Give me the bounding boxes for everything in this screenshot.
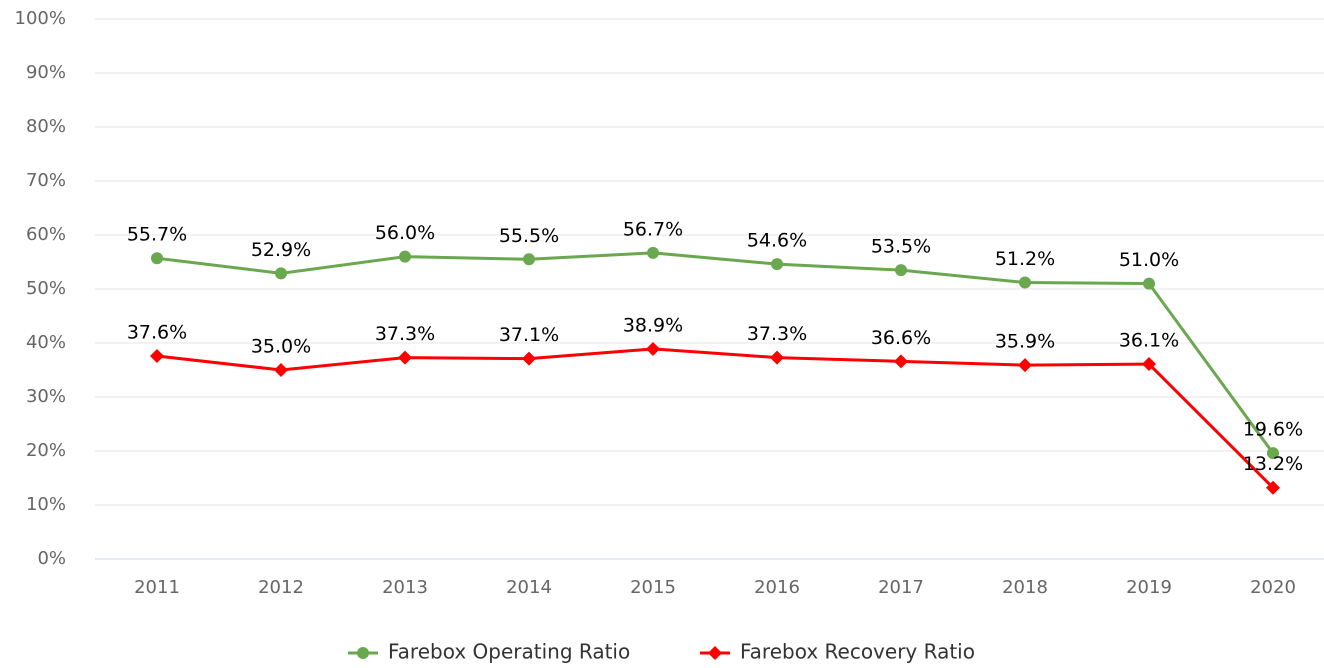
point [770, 350, 784, 365]
line [156, 251, 1275, 455]
x-tick-label: 2019 [1126, 577, 1172, 598]
x-tick-label: 2014 [506, 577, 552, 598]
legend-label: Farebox Recovery Ratio [740, 640, 975, 664]
data-label: 53.5% [871, 236, 931, 258]
y-tick-label: 70% [26, 170, 66, 191]
y-tick-label: 10% [26, 494, 66, 515]
point [274, 363, 288, 377]
point [647, 246, 659, 259]
data-label: 56.7% [623, 218, 683, 240]
point [357, 647, 369, 659]
point [150, 348, 164, 363]
x-tick-label: 2015 [630, 577, 676, 598]
point [1018, 358, 1032, 373]
y-tick-label: 90% [26, 62, 66, 83]
data-label: 36.6% [871, 327, 931, 349]
x-tick-label: 2017 [878, 577, 924, 598]
data-label: 37.1% [499, 324, 559, 346]
data-label: 35.0% [251, 336, 311, 358]
x-tick-label: 2013 [382, 577, 428, 598]
y-tick-label: 30% [26, 386, 66, 407]
data-label: 38.9% [623, 314, 683, 336]
data-label: 51.0% [1119, 249, 1179, 271]
point [1143, 277, 1155, 290]
y-tick-label: 0% [37, 548, 66, 569]
data-label: 52.9% [251, 239, 311, 261]
point [522, 351, 536, 366]
point [1266, 480, 1280, 495]
data-label: 51.2% [995, 248, 1055, 270]
y-tick-label: 80% [26, 116, 66, 137]
line [156, 347, 1275, 489]
x-tick-label: 2011 [134, 577, 180, 598]
y-tick-label: 100% [15, 8, 66, 29]
legend-label: Farebox Operating Ratio [388, 640, 630, 664]
point [398, 350, 412, 365]
y-tick-label: 50% [26, 278, 66, 299]
point [1142, 357, 1156, 372]
x-tick-label: 2020 [1250, 577, 1296, 598]
data-label: 55.5% [499, 225, 559, 247]
x-tick-label: 2018 [1002, 577, 1048, 598]
point [275, 267, 287, 280]
data-label: 19.6% [1243, 419, 1303, 441]
data-label: 56.0% [375, 222, 435, 244]
x-tick-label: 2012 [258, 577, 304, 598]
y-tick-label: 60% [26, 224, 66, 245]
point [399, 250, 411, 263]
data-label: 54.6% [747, 230, 807, 252]
data-label: 37.3% [747, 323, 807, 345]
data-label: 37.3% [375, 323, 435, 345]
point [894, 354, 908, 369]
point [1267, 447, 1279, 460]
y-tick-label: 40% [26, 332, 66, 353]
data-label: 36.1% [1119, 330, 1179, 352]
point [523, 253, 535, 266]
point [1019, 276, 1031, 289]
point [771, 258, 783, 271]
data-label: 13.2% [1243, 453, 1303, 475]
data-label: 37.6% [127, 321, 187, 343]
point [895, 264, 907, 277]
point [646, 341, 660, 356]
data-label: 55.7% [127, 224, 187, 246]
x-tick-label: 2016 [754, 577, 800, 598]
y-tick-label: 20% [26, 440, 66, 461]
point [151, 252, 163, 265]
point [708, 646, 722, 660]
data-label: 35.9% [995, 331, 1055, 353]
